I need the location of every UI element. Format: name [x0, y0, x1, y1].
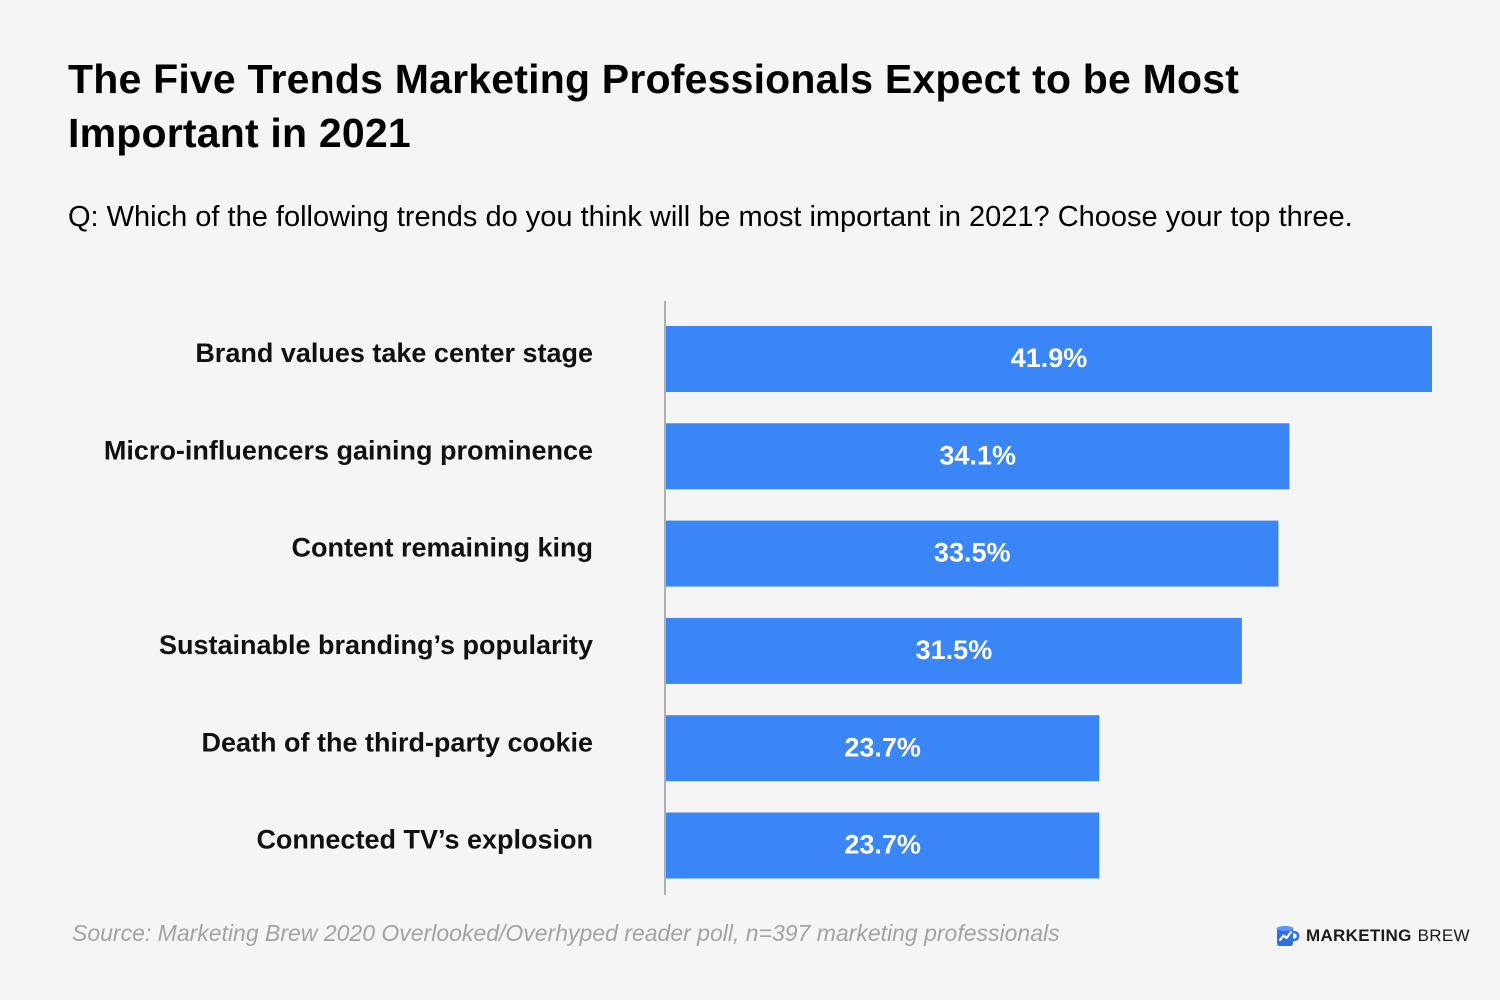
bar	[666, 617, 1242, 684]
category-label: Content remaining king	[291, 533, 593, 563]
chart-title: The Five Trends Marketing Professionals …	[68, 56, 1240, 156]
survey-question: Q: Which of the following trends do you …	[68, 201, 1353, 233]
value-label: 41.9%	[1011, 343, 1088, 373]
value-label: 33.5%	[934, 538, 1011, 568]
source-note: Source: Marketing Brew 2020 Overlooked/O…	[72, 920, 1060, 946]
category-label: Micro-influencers gaining prominence	[104, 435, 593, 465]
brand-name-bold: Marketing	[1306, 926, 1412, 945]
brand-name-light: Brew	[1417, 926, 1470, 945]
category-label: Sustainable branding’s popularity	[159, 630, 593, 660]
category-label: Connected TV’s explosion	[256, 825, 593, 855]
category-label: Brand values take center stage	[195, 338, 593, 368]
bar	[666, 812, 1100, 879]
value-label: 23.7%	[844, 830, 921, 860]
bar	[666, 326, 1432, 392]
value-label: 23.7%	[844, 732, 921, 762]
bar	[666, 423, 1290, 490]
marketing-brew-logo: Marketing Brew	[1274, 923, 1470, 949]
bar	[666, 715, 1100, 782]
value-label: 34.1%	[939, 440, 1016, 470]
bar	[666, 520, 1279, 587]
value-label: 31.5%	[916, 635, 993, 665]
bar-chart: Brand values take center stage 41.9% Micro…	[104, 301, 1432, 895]
category-label: Death of the third-party cookie	[201, 727, 593, 757]
brew-mug-chart-icon	[1276, 926, 1300, 946]
